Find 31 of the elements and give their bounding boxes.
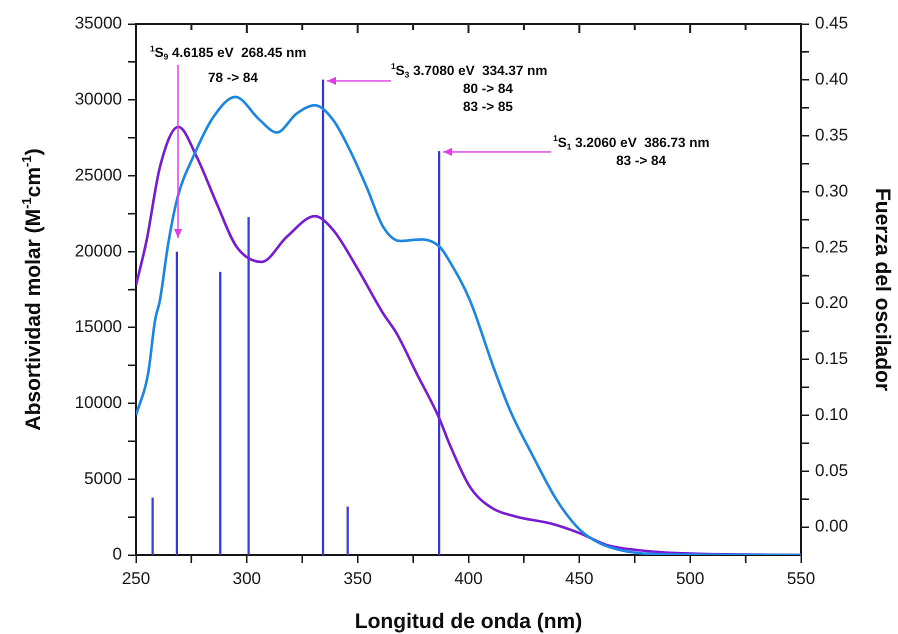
y2-tick-label: 0.00	[815, 516, 848, 536]
y-axis-title: Absortividad molar (M-1cm-1)	[19, 148, 45, 431]
y2-tick-label: 0.35	[815, 125, 848, 144]
bar	[346, 506, 349, 555]
y2-tick-label: 0.10	[815, 404, 848, 424]
y-tick-label: 30000	[74, 90, 122, 109]
x-axis-title: Longitud de onda (nm)	[354, 610, 582, 633]
y-tick-label: 10000	[74, 392, 122, 412]
y2-tick-label: 0.15	[815, 349, 848, 368]
y-tick-label: 20000	[74, 241, 122, 260]
y2-tick-label: 0.25	[815, 237, 848, 256]
y2-tick-label: 0.30	[815, 181, 848, 200]
bar	[151, 498, 154, 555]
x-tick-label: 300	[232, 568, 262, 588]
x-tick-label: 500	[676, 568, 704, 588]
y-tick-label: 25000	[74, 165, 122, 184]
y-tick-label: 35000	[74, 14, 122, 33]
bar	[219, 272, 222, 555]
y-tick-label: 15000	[74, 317, 122, 336]
x-tick-label: 400	[454, 568, 483, 588]
x-tick-label: 250	[122, 568, 150, 588]
y2-axis-title: Fuerza del oscilador	[871, 188, 894, 392]
y-tick-label: 0	[112, 544, 122, 564]
y2-tick-label: 0.45	[815, 14, 848, 33]
x-tick-label: 450	[565, 568, 594, 588]
y2-tick-label: 0.40	[815, 70, 848, 89]
x-tick-label: 550	[786, 568, 816, 588]
y2-tick-label: 0.20	[815, 293, 848, 312]
y-tick-label: 5000	[84, 468, 122, 488]
x-tick-label: 350	[343, 568, 372, 588]
y2-tick-label: 0.05	[815, 460, 848, 480]
